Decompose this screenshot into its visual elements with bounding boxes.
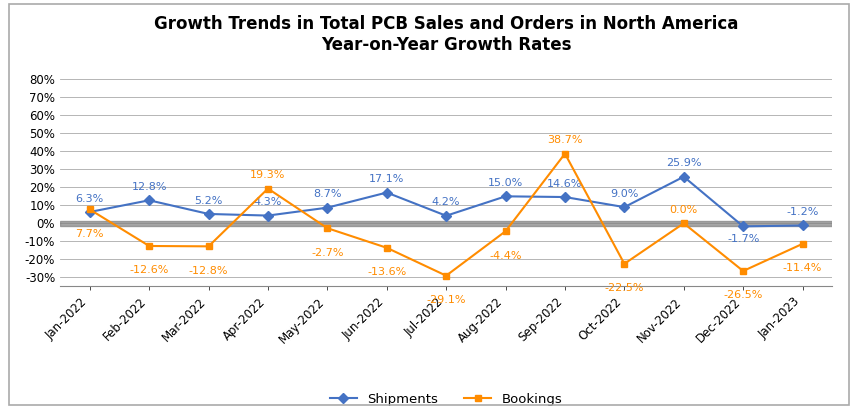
Text: -29.1%: -29.1% <box>426 295 466 305</box>
Shipments <box>203 211 214 216</box>
Shipments <box>441 213 451 218</box>
Title: Growth Trends in Total PCB Sales and Orders in North America
Year-on-Year Growth: Growth Trends in Total PCB Sales and Ord… <box>154 16 739 54</box>
Shipments <box>619 204 630 209</box>
Text: -4.4%: -4.4% <box>489 251 522 261</box>
Text: 9.0%: 9.0% <box>610 189 638 199</box>
Line: Shipments: Shipments <box>87 173 806 230</box>
Text: 7.7%: 7.7% <box>76 229 104 239</box>
Text: -22.5%: -22.5% <box>605 283 644 293</box>
Line: Bookings: Bookings <box>87 150 806 279</box>
Text: 8.7%: 8.7% <box>313 189 341 199</box>
Text: -2.7%: -2.7% <box>311 247 343 258</box>
Text: 19.3%: 19.3% <box>251 170 286 180</box>
Text: 4.2%: 4.2% <box>432 198 461 207</box>
Bookings <box>797 241 807 246</box>
Shipments <box>85 209 95 214</box>
Text: -11.4%: -11.4% <box>782 263 822 273</box>
Shipments <box>144 198 154 203</box>
Shipments <box>500 194 511 199</box>
Text: -1.2%: -1.2% <box>787 207 819 217</box>
Bookings <box>679 221 689 226</box>
Bookings <box>738 269 748 274</box>
Shipments <box>559 195 570 200</box>
Bar <box>60 220 832 226</box>
Bookings <box>263 186 273 191</box>
Bookings <box>500 229 511 234</box>
Text: -13.6%: -13.6% <box>367 267 407 277</box>
Shipments <box>382 190 392 195</box>
Bookings <box>323 226 333 231</box>
Text: -12.6%: -12.6% <box>130 265 169 275</box>
Shipments <box>263 213 273 218</box>
Text: 6.3%: 6.3% <box>76 193 104 204</box>
Bookings <box>559 151 570 156</box>
Text: 4.3%: 4.3% <box>254 197 282 207</box>
Text: 17.1%: 17.1% <box>369 174 404 184</box>
Text: 25.9%: 25.9% <box>666 158 702 169</box>
Text: 0.0%: 0.0% <box>669 205 698 215</box>
Shipments <box>797 223 807 228</box>
Text: 5.2%: 5.2% <box>195 196 223 206</box>
Text: -26.5%: -26.5% <box>723 290 763 301</box>
Text: -1.7%: -1.7% <box>727 234 759 245</box>
Legend: Shipments, Bookings: Shipments, Bookings <box>325 387 567 409</box>
Bookings <box>144 243 154 248</box>
Bookings <box>619 261 630 266</box>
Bookings <box>85 207 95 212</box>
Shipments <box>738 224 748 229</box>
Shipments <box>679 174 689 179</box>
Bookings <box>382 245 392 250</box>
Text: 12.8%: 12.8% <box>131 182 167 192</box>
Shipments <box>323 205 333 210</box>
Bookings <box>441 273 451 278</box>
Text: -12.8%: -12.8% <box>189 266 228 276</box>
Text: 38.7%: 38.7% <box>547 135 583 145</box>
Text: 14.6%: 14.6% <box>547 179 583 189</box>
Bookings <box>203 244 214 249</box>
Text: 15.0%: 15.0% <box>488 178 523 188</box>
